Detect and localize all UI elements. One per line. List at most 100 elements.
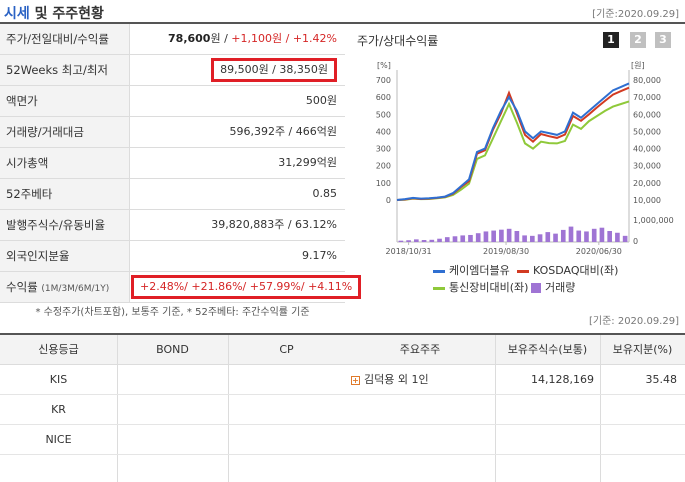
- divider: [117, 335, 118, 364]
- holder-ratio: 35.48: [645, 373, 678, 386]
- label-foreign: 외국인지분율: [0, 241, 130, 271]
- legend-swatch-kosdaq: [517, 269, 529, 273]
- divider: [600, 425, 601, 454]
- major-shareholders-table: 주요주주 보유주식수(보통) 보유지분(%) + 김덕용 외 1인 14,128,…: [345, 333, 685, 482]
- volume-bar: [568, 226, 574, 242]
- divider: [117, 365, 118, 394]
- base-date: [기준:2020.09.29]: [592, 9, 679, 20]
- divider: [600, 395, 601, 424]
- stock-chart: [%] [원] 700 600 500 400 300 200 100 0 80,000 70,000…: [376, 61, 674, 256]
- expand-plus-icon[interactable]: +: [351, 375, 360, 385]
- volume-bar: [607, 231, 612, 242]
- legend-label-kmw: 케이엠더블유: [449, 264, 510, 277]
- volume-bar: [429, 239, 435, 242]
- y-left-tick-label: 0: [386, 196, 391, 205]
- divider: [117, 455, 118, 482]
- y-left-unit: [%]: [377, 61, 391, 70]
- table-row: [345, 455, 685, 482]
- price-rate: +1.42%: [292, 32, 337, 45]
- legend-label-telecom: 통신장비대비(좌): [449, 281, 529, 294]
- holder-name[interactable]: + 김덕용 외 1인: [351, 365, 495, 395]
- row-52week: 52Weeks 최고/최저 89,500원 / 38,350원: [0, 55, 345, 86]
- period-button-3[interactable]: 3: [655, 32, 671, 48]
- volume-bar: [506, 228, 512, 242]
- table-row: [345, 425, 685, 455]
- divider: [600, 365, 601, 394]
- credit-header-rating: 신용등급: [38, 343, 79, 356]
- vol-tick-label: 0: [633, 237, 638, 246]
- legend-item-telecom: 통신장비대비(좌): [433, 279, 528, 295]
- table-row: + 김덕용 외 1인 14,128,169 35.48: [345, 365, 685, 395]
- volume-bar: [421, 240, 427, 242]
- value-price: 78,600원 / +1,100원 / +1.42%: [131, 24, 345, 54]
- volume-bar: [537, 234, 543, 242]
- holders-base-date: [기준: 2020.09.29]: [588, 316, 679, 327]
- table-row: [0, 455, 345, 482]
- value-beta: 0.85: [312, 187, 338, 200]
- x-tick-label: 2018/10/31: [386, 247, 432, 256]
- table-row: NICE: [0, 425, 345, 455]
- y-left-tick-label: 500: [376, 110, 391, 119]
- volume-bar: [468, 234, 473, 242]
- value-face-value: 500원: [305, 94, 337, 107]
- x-tick-label: 2020/06/30: [576, 247, 622, 256]
- volume-bar: [514, 231, 520, 242]
- volume-bar: [406, 240, 411, 242]
- value-shares: 39,820,883주 / 63.12%: [211, 218, 337, 231]
- header-divider: [0, 22, 685, 24]
- label-face-value: 액면가: [0, 86, 130, 116]
- divider: [228, 455, 229, 482]
- value-52week: 89,500원 / 38,350원: [131, 55, 345, 85]
- volume-bar: [522, 235, 527, 242]
- value-foreign: 9.17%: [302, 249, 337, 262]
- y-right-tick-label: 60,000: [633, 110, 661, 119]
- divider: [117, 425, 118, 454]
- y-left-tick-label: 600: [376, 93, 391, 102]
- y-right-unit: [원]: [631, 61, 645, 70]
- legend-item-volume: 거래량: [531, 279, 575, 295]
- volume-bar: [615, 232, 620, 242]
- volume-bar: [591, 228, 597, 242]
- y-right-tick-label: 40,000: [633, 145, 661, 154]
- credit-header-bond: BOND: [156, 343, 189, 356]
- divider: [495, 335, 496, 364]
- label-market-cap: 시가총액: [0, 148, 130, 178]
- volume-bar: [560, 229, 566, 242]
- price-sep: /: [282, 32, 293, 45]
- label-beta: 52주베타: [0, 179, 130, 209]
- holders-header-shares: 보유주식수(보통): [507, 343, 588, 356]
- volume-bar: [622, 235, 628, 242]
- divider: [228, 335, 229, 364]
- price-change: +1,100원: [231, 32, 283, 45]
- title-rest: 및 주주현황: [29, 6, 104, 22]
- y-right-tick-label: 80,000: [633, 76, 661, 85]
- divider: [495, 395, 496, 424]
- volume-bar: [499, 229, 504, 242]
- holder-name-text: 김덕용 외 1인: [364, 373, 429, 386]
- volume-bar: [584, 231, 589, 242]
- divider: [495, 425, 496, 454]
- credit-rating-table: 신용등급 BOND CP KIS KR NICE: [0, 333, 345, 482]
- label-return-main: 수익률: [6, 280, 38, 294]
- current-price: 78,600: [168, 32, 211, 45]
- volume-bar: [398, 240, 404, 242]
- legend-label-volume: 거래량: [545, 281, 576, 294]
- period-button-2[interactable]: 2: [630, 32, 646, 48]
- legend-label-kosdaq: KOSDAQ대비(좌): [533, 264, 619, 277]
- credit-agency-kis: KIS: [49, 373, 68, 386]
- volume-bar: [483, 231, 489, 242]
- volume-bar: [437, 238, 442, 242]
- volume-bar: [553, 233, 558, 242]
- chart-panel: 주가/상대수익률 1 2 3 [%] [원] 700 600 500 400 300 200 1…: [347, 24, 685, 296]
- series-line-2: [396, 100, 630, 201]
- y-right-tick-label: 10,000: [633, 196, 661, 205]
- volume-bar: [545, 232, 551, 242]
- credit-header: 신용등급 BOND CP: [0, 335, 345, 365]
- divider: [228, 365, 229, 394]
- period-button-1[interactable]: 1: [603, 32, 619, 48]
- volume-bar: [530, 235, 535, 242]
- holders-header: 주요주주 보유주식수(보통) 보유지분(%): [345, 335, 685, 365]
- y-right-tick-label: 30,000: [633, 162, 661, 171]
- row-volume: 거래량/거래대금 596,392주 / 466억원: [0, 117, 345, 148]
- price-unit: 원 /: [210, 32, 232, 45]
